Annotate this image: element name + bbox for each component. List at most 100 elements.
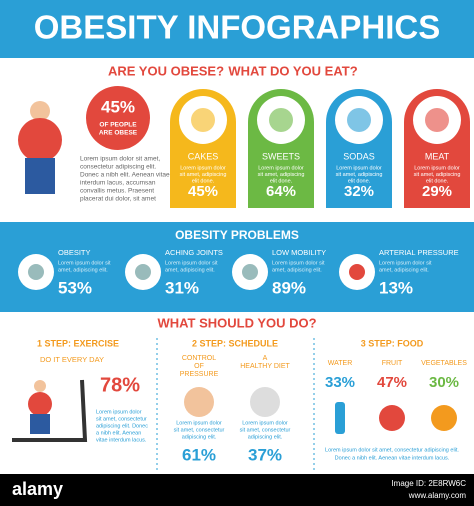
stat-caption: OF PEOPLE (99, 122, 137, 129)
food-step-percent: 47% (377, 374, 407, 391)
treadmill (12, 379, 88, 442)
food-step-percent: 33% (325, 374, 355, 391)
problem-text: amet, adipiscing elit. (165, 267, 215, 273)
problem-label: ARTERIAL PRESSURE (379, 248, 459, 257)
problem-icon-inner (349, 264, 365, 280)
food-step-text: Donec a nibh elit. Aenean vitae interdum… (335, 455, 450, 461)
food-step-icon (335, 402, 345, 434)
food-step-icon (379, 405, 405, 431)
step-subtitle: DO IT EVERY DAY (40, 355, 104, 364)
step-text: adipiscing elit. Donec (96, 423, 148, 429)
problem-icon-inner (135, 264, 151, 280)
schedule-label: A (263, 355, 268, 362)
runner-body (28, 392, 52, 416)
food-icon (425, 108, 449, 132)
food-step-icon (431, 405, 457, 431)
food-text: sit amet, adipiscing (414, 172, 461, 178)
food-icon (191, 108, 215, 132)
food-text: elit done. (348, 178, 371, 184)
footer-band (0, 474, 474, 506)
stat: 45% (101, 97, 135, 116)
intro-text: Lorem ipsum dolor sit amet, (80, 156, 160, 163)
food-icon (269, 108, 293, 132)
food-percent: 64% (266, 183, 296, 200)
step-text: Lorem ipsum dolor (96, 409, 142, 415)
schedule-label: CONTROL (182, 355, 216, 362)
food-text: Lorem ipsum dolor (414, 165, 460, 171)
problem-icon-inner (28, 264, 44, 280)
stat-caption: ARE OBESE (99, 130, 138, 137)
problem-percent: 31% (165, 278, 199, 297)
food-percent: 29% (422, 183, 452, 200)
problem-label: ACHING JOINTS (165, 248, 223, 257)
food-step-label: FRUIT (382, 360, 403, 367)
step-title: 2 STEP: SCHEDULE (192, 338, 278, 348)
food-text: elit done. (192, 178, 215, 184)
schedule-icon (184, 387, 214, 417)
problem-text: amet, adipiscing elit. (58, 267, 108, 273)
schedule-text: sit amet, consectetur (174, 427, 225, 433)
step-text: sit amet, consectetur (96, 416, 147, 422)
problem-text: Lorem ipsum dolor sit (272, 260, 325, 266)
food-text: sit amet, adipiscing (258, 172, 305, 178)
actions-title: WHAT SHOULD YOU DO? (157, 315, 316, 330)
problem-label: OBESITY (58, 248, 91, 257)
problem-label: LOW MOBILITY (272, 248, 326, 257)
food-step-label: WATER (328, 360, 353, 367)
problem-text: amet, adipiscing elit. (272, 267, 322, 273)
problems-title: OBESITY PROBLEMS (175, 228, 299, 242)
schedule-text: Lorem ipsum dolor (176, 420, 222, 426)
problem-icon-inner (242, 264, 258, 280)
food-label: SODAS (343, 151, 375, 161)
food-label: CAKES (188, 151, 219, 161)
food-text: elit done. (426, 178, 449, 184)
schedule-label: PRESSURE (180, 371, 219, 378)
food-text: sit amet, adipiscing (336, 172, 383, 178)
step-title: 3 STEP: FOOD (361, 338, 424, 348)
person-head (30, 101, 50, 121)
question: ARE YOU OBESE? (108, 63, 224, 78)
site: www.alamy.com (408, 491, 467, 500)
food-step-percent: 30% (429, 374, 459, 391)
problem-text: Lorem ipsum dolor sit (58, 260, 111, 266)
problem-text: Lorem ipsum dolor sit (379, 260, 432, 266)
schedule-icon (250, 387, 280, 417)
header-band (0, 0, 474, 58)
schedule-text: adipiscing elit. (248, 434, 283, 440)
food-step-label: VEGETABLES (421, 360, 467, 367)
food-text: Lorem ipsum dolor (258, 165, 304, 171)
food-percent: 32% (344, 183, 374, 200)
food-text: Lorem ipsum dolor (180, 165, 226, 171)
stat-circle (86, 86, 150, 150)
question: WHAT DO YOU EAT? (228, 63, 357, 78)
food-text: sit amet, adipiscing (180, 172, 227, 178)
schedule-text: sit amet, consectetur (240, 427, 291, 433)
brand: alamy (12, 479, 63, 499)
problem-text: amet, adipiscing elit. (379, 267, 429, 273)
food-text: Lorem ipsum dolor (336, 165, 382, 171)
image-id: Image ID: 2E8RW6C (391, 479, 466, 488)
schedule-percent: 61% (182, 445, 216, 464)
food-label: MEAT (425, 151, 450, 161)
runner-legs (30, 414, 50, 434)
intro-text: consectetur adipiscing elit. (80, 164, 156, 171)
food-step-text: Lorem ipsum dolor sit amet, consectetur … (325, 447, 459, 453)
problem-percent: 89% (272, 278, 306, 297)
problem-percent: 53% (58, 278, 92, 297)
schedule-text: Lorem ipsum dolor (242, 420, 288, 426)
schedule-percent: 37% (248, 445, 282, 464)
schedule-text: adipiscing elit. (182, 434, 217, 440)
food-percent: 45% (188, 183, 218, 200)
step-text: vitae interdum lacus. (96, 437, 147, 443)
runner-head (34, 380, 46, 392)
step-percent: 78% (100, 374, 140, 396)
intro-text: Donec a nibh elit. Aenean vitae (80, 172, 170, 179)
food-icon (347, 108, 371, 132)
intro-text: convallis metus. Praesent (80, 188, 154, 195)
intro-text: interdum lacus, accumsan (80, 180, 156, 187)
step-title: 1 STEP: EXERCISE (37, 338, 119, 348)
food-text: elit done. (270, 178, 293, 184)
schedule-label: HEALTHY DIET (240, 363, 290, 370)
